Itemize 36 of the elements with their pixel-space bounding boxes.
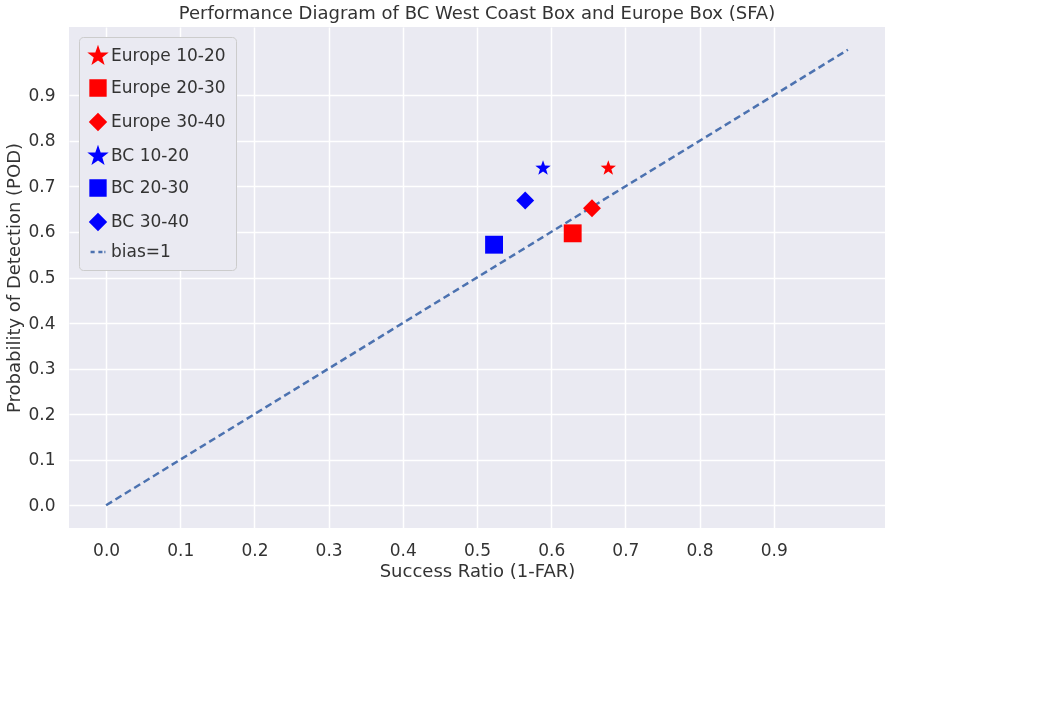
y-tick-label: 0.5 xyxy=(28,267,56,287)
x-tick-label: 0.8 xyxy=(686,539,714,560)
legend-label: BC 30-40 xyxy=(111,211,190,231)
x-tick-label: 0.1 xyxy=(167,539,195,560)
point xyxy=(600,160,616,175)
legend-label: BC 10-20 xyxy=(111,145,190,165)
x-tick-label: 0.6 xyxy=(538,539,566,560)
legend-label: BC 20-30 xyxy=(111,177,190,197)
point xyxy=(485,235,504,254)
x-axis-title: Success Ratio (1-FAR) xyxy=(379,559,576,581)
x-tick-label: 0.9 xyxy=(760,539,788,560)
legend-label: Europe 20-30 xyxy=(111,77,226,97)
x-tick-label: 0.5 xyxy=(463,539,492,560)
y-tick-label: 0.0 xyxy=(28,494,56,515)
x-tick-label: 0.4 xyxy=(389,539,417,560)
y-tick-label: 0.3 xyxy=(28,358,56,379)
y-tick-label: 0.9 xyxy=(28,84,56,105)
y-tick-label: 0.7 xyxy=(28,175,56,196)
chart-title: Performance Diagram of BC West Coast Box and Europe Box (SFA) xyxy=(178,2,776,23)
point xyxy=(583,199,601,218)
y-tick-label: 0.8 xyxy=(28,130,56,151)
point xyxy=(516,191,535,210)
point xyxy=(563,224,582,243)
y-tick-label: 0.4 xyxy=(28,312,56,333)
x-tick-label: 0.7 xyxy=(612,539,640,560)
y-tick-label: 0.1 xyxy=(28,449,56,470)
legend-label: Europe 10-20 xyxy=(111,45,226,65)
y-axis-title: Probability of Detection (POD) xyxy=(3,142,25,414)
x-tick-label: 0.3 xyxy=(315,539,343,560)
legend-label: bias=1 xyxy=(111,241,171,261)
y-tick-label: 0.6 xyxy=(28,221,56,242)
x-tick-label: 0.0 xyxy=(93,539,121,560)
x-tick-label: 0.2 xyxy=(241,539,269,560)
y-tick-label: 0.2 xyxy=(28,403,56,424)
point xyxy=(535,160,551,175)
legend-label: Europe 30-40 xyxy=(111,111,226,131)
